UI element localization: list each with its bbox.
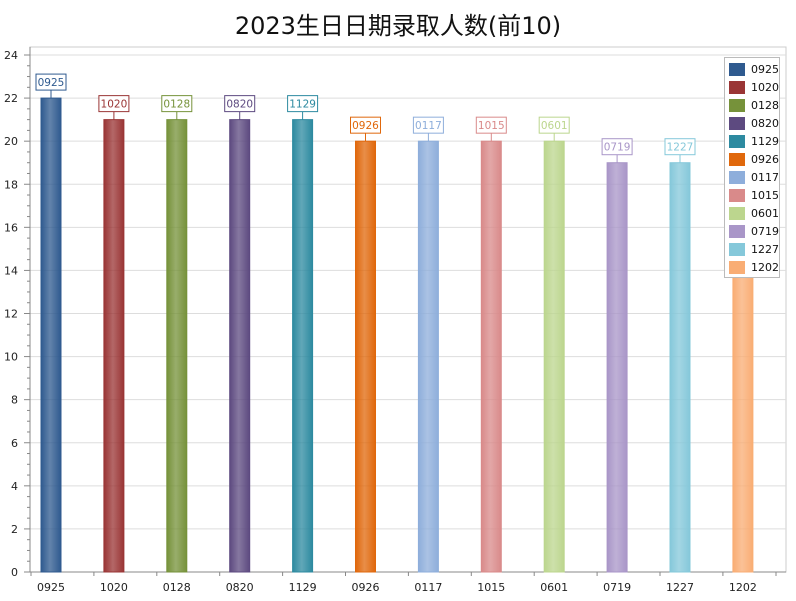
bar-0128: [166, 119, 188, 573]
legend-label: 0117: [751, 170, 779, 184]
x-tick-label: 0117: [414, 581, 442, 594]
legend-item: 1015: [725, 186, 779, 204]
bar-0117: [417, 140, 439, 573]
y-tick-label: 2: [11, 523, 18, 536]
y-tick-label: 12: [4, 308, 18, 321]
bar-0926: [355, 140, 376, 573]
data-label: 0601: [541, 120, 568, 132]
legend-label: 0820: [751, 116, 779, 130]
y-tick-label: 4: [11, 480, 18, 493]
y-tick-label: 22: [4, 92, 18, 105]
bar-0820: [229, 119, 251, 573]
legend-swatch: [729, 80, 745, 94]
y-tick-label: 20: [4, 135, 18, 148]
legend-item: 0128: [725, 96, 779, 114]
x-tick-label: 1227: [666, 581, 694, 594]
legend-item: 0925: [725, 60, 779, 78]
data-label: 1015: [478, 120, 505, 132]
legend-swatch: [729, 116, 745, 130]
y-tick-label: 6: [11, 437, 18, 450]
legend-swatch: [729, 170, 745, 184]
y-tick-label: 14: [4, 264, 18, 277]
legend-label: 0719: [751, 224, 779, 238]
legend-item: 0926: [725, 150, 779, 168]
bar-1129: [292, 119, 314, 573]
legend-label: 1015: [751, 188, 779, 202]
legend-label: 0925: [751, 62, 779, 76]
x-tick-label: 0128: [163, 581, 191, 594]
bar-1015: [480, 140, 502, 573]
data-label-box: [35, 73, 67, 91]
data-label-box: [538, 116, 570, 134]
y-tick-label: 10: [4, 351, 18, 364]
data-label-box: [601, 138, 633, 156]
legend-item: 1020: [725, 78, 779, 96]
data-label: 1227: [667, 142, 694, 154]
legend-label: 0128: [751, 98, 779, 112]
data-label: 1020: [101, 99, 128, 111]
legend-label: 0926: [751, 152, 779, 166]
data-label-box: [98, 95, 130, 113]
x-tick-label: 0719: [603, 581, 631, 594]
data-label: 0128: [163, 99, 190, 111]
legend-label: 0601: [751, 206, 779, 220]
legend-label: 1202: [751, 260, 779, 274]
y-tick-label: 8: [11, 394, 18, 407]
legend-swatch: [729, 62, 745, 76]
y-tick-label: 0: [11, 566, 18, 579]
data-label: 0719: [604, 142, 631, 154]
legend-label: 1227: [751, 242, 779, 256]
x-tick-label: 1202: [729, 581, 757, 594]
legend-swatch: [729, 134, 745, 148]
legend-swatch: [729, 206, 745, 220]
bar-1227: [669, 162, 691, 573]
legend-swatch: [729, 224, 745, 238]
data-label-box: [664, 138, 696, 156]
x-tick-label: 0820: [226, 581, 254, 594]
data-label: 0925: [38, 77, 65, 89]
legend-item: 1129: [725, 132, 779, 150]
legend-item: 0719: [725, 222, 779, 240]
legend-item: 0820: [725, 114, 779, 132]
bar-0719: [606, 162, 628, 573]
y-tick-label: 18: [4, 178, 18, 191]
legend-item: 0601: [725, 204, 779, 222]
data-label: 0820: [226, 99, 253, 111]
y-tick-label: 16: [4, 221, 18, 234]
data-label: 0926: [352, 120, 379, 132]
x-tick-label: 1129: [289, 581, 317, 594]
bar-0601: [543, 140, 565, 573]
x-tick-label: 0601: [540, 581, 568, 594]
data-label-box: [350, 116, 381, 134]
legend-swatch: [729, 260, 745, 274]
x-tick-label: 0926: [352, 581, 380, 594]
x-tick-label: 0925: [37, 581, 65, 594]
bar-1020: [103, 119, 125, 573]
legend-swatch: [729, 152, 745, 166]
data-label-box: [475, 116, 507, 134]
x-tick-label: 1020: [100, 581, 128, 594]
plot-area: [29, 46, 787, 573]
legend-swatch: [729, 242, 745, 256]
data-label: 0117: [415, 120, 442, 132]
legend-label: 1129: [751, 134, 779, 148]
bar-0925: [40, 97, 62, 573]
x-tick-label: 1015: [477, 581, 505, 594]
legend-swatch: [729, 188, 745, 202]
data-label-box: [412, 116, 444, 134]
legend: 0925 1020 0128 0820 1129 0926 0117 1015 0601 0719…: [724, 57, 780, 278]
y-tick-label: 24: [4, 49, 18, 62]
data-label-box: [287, 95, 319, 113]
chart-title: 2023生日日期录取人数(前10): [234, 12, 562, 40]
data-label: 1129: [289, 99, 316, 111]
data-label-box: [161, 95, 193, 113]
legend-item: 1202: [725, 258, 779, 276]
legend-label: 1020: [751, 80, 779, 94]
legend-swatch: [729, 98, 745, 112]
legend-item: 1227: [725, 240, 779, 258]
data-label-box: [224, 95, 256, 113]
legend-item: 0117: [725, 168, 779, 186]
